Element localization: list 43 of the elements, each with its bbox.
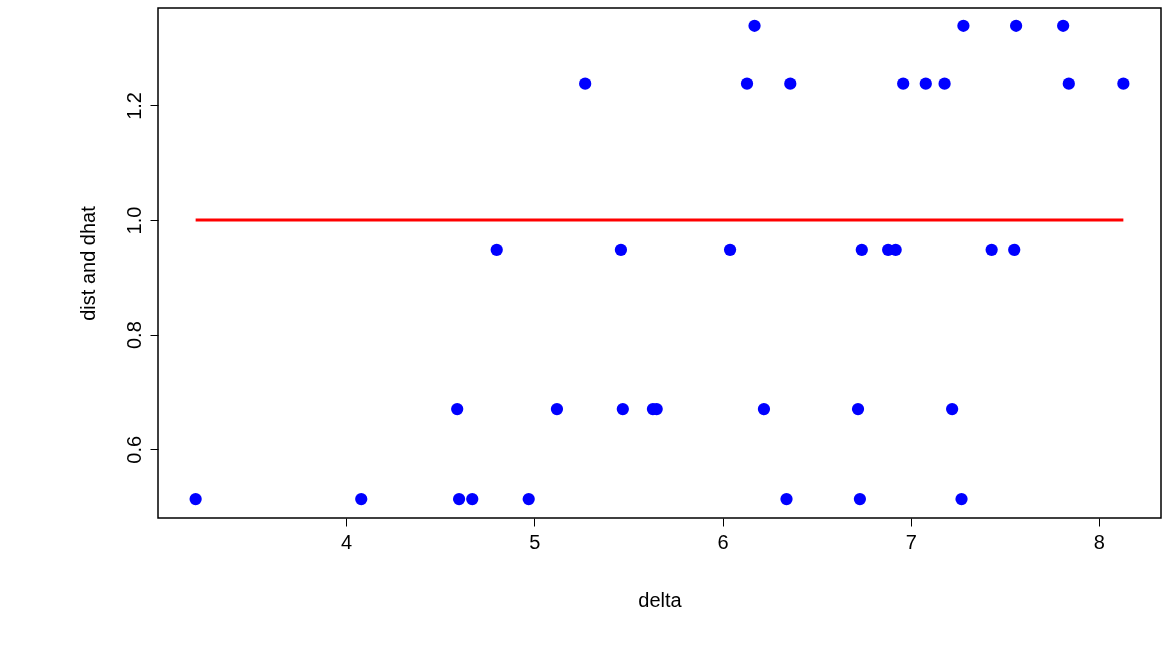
y-tick-label: 0.6 — [122, 435, 145, 464]
y-tick-label: 0.8 — [122, 321, 145, 350]
point — [466, 492, 479, 506]
point — [1009, 19, 1023, 32]
point — [723, 243, 737, 256]
x-tick-label: 5 — [529, 530, 541, 553]
x-tick-label: 8 — [1093, 530, 1105, 553]
point — [1057, 19, 1070, 32]
point — [784, 77, 797, 90]
y-axis-title: dist and dhat — [76, 205, 99, 321]
point — [757, 403, 771, 416]
point — [1008, 243, 1021, 256]
point — [550, 403, 564, 416]
point — [1062, 77, 1075, 90]
point — [853, 492, 867, 506]
x-tick-label: 7 — [905, 530, 917, 553]
y-tick-label: 1.0 — [122, 206, 145, 235]
x-axis-title: delta — [638, 588, 683, 611]
x-tick-label: 4 — [341, 530, 353, 553]
point — [748, 19, 761, 32]
point — [855, 243, 868, 256]
point — [985, 243, 998, 256]
y-tick-label: 1.2 — [122, 92, 145, 120]
point — [614, 243, 628, 256]
point — [452, 492, 466, 506]
point — [490, 243, 503, 256]
point — [938, 77, 951, 90]
point — [355, 492, 368, 506]
point — [957, 19, 970, 32]
point — [579, 77, 592, 90]
point — [1117, 77, 1130, 90]
point — [955, 492, 968, 506]
point — [189, 492, 202, 506]
point — [740, 77, 754, 90]
point — [919, 77, 932, 90]
point — [616, 403, 629, 416]
point — [522, 492, 535, 506]
x-tick-label: 6 — [717, 530, 729, 553]
point — [946, 403, 959, 416]
point — [851, 403, 865, 416]
point — [897, 77, 910, 90]
point — [451, 403, 464, 416]
point — [780, 492, 793, 506]
